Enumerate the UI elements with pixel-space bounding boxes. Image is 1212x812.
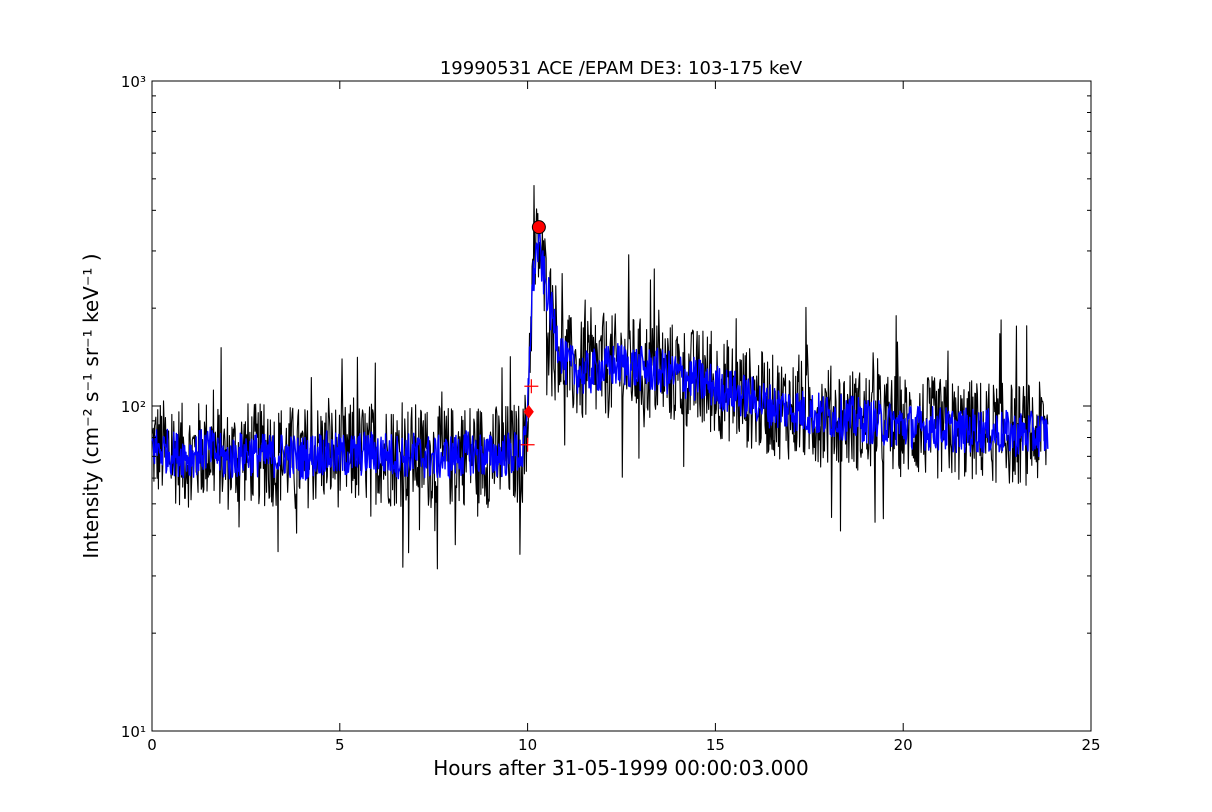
x-tick-label-5: 25 — [1081, 736, 1100, 754]
y-tick-label-1: 10² — [121, 398, 146, 416]
y-tick-label-0: 10¹ — [121, 723, 146, 741]
series-layer — [151, 185, 1049, 570]
x-tick-label-0: 0 — [147, 736, 157, 754]
marker-diamond — [523, 404, 534, 419]
marker-peak-circle — [531, 220, 546, 235]
x-tick-label-4: 20 — [894, 736, 913, 754]
x-tick-label-3: 15 — [706, 736, 725, 754]
x-tick-label-2: 10 — [518, 736, 537, 754]
series-line-1 — [151, 221, 1049, 481]
chart-title: 19990531 ACE /EPAM DE3: 103-175 keV — [440, 58, 803, 79]
series-line-0 — [151, 185, 1049, 570]
marker-plus-3 — [520, 437, 535, 452]
marker-layer — [520, 220, 546, 452]
marker-plus-2 — [524, 379, 539, 394]
x-axis-label: Hours after 31-05-1999 00:00:03.000 — [433, 756, 809, 780]
tick-layer: 0 5 10 15 20 25 10¹ 10² 10³ — [121, 73, 1101, 754]
plot-area: 0 5 10 15 20 25 10¹ 10² 10³ — [121, 73, 1101, 754]
x-tick-label-1: 5 — [335, 736, 345, 754]
y-tick-label-2: 10³ — [121, 73, 146, 91]
y-axis-label: Intensity (cm⁻² s⁻¹ sr⁻¹ keV⁻¹ ) — [79, 253, 103, 558]
